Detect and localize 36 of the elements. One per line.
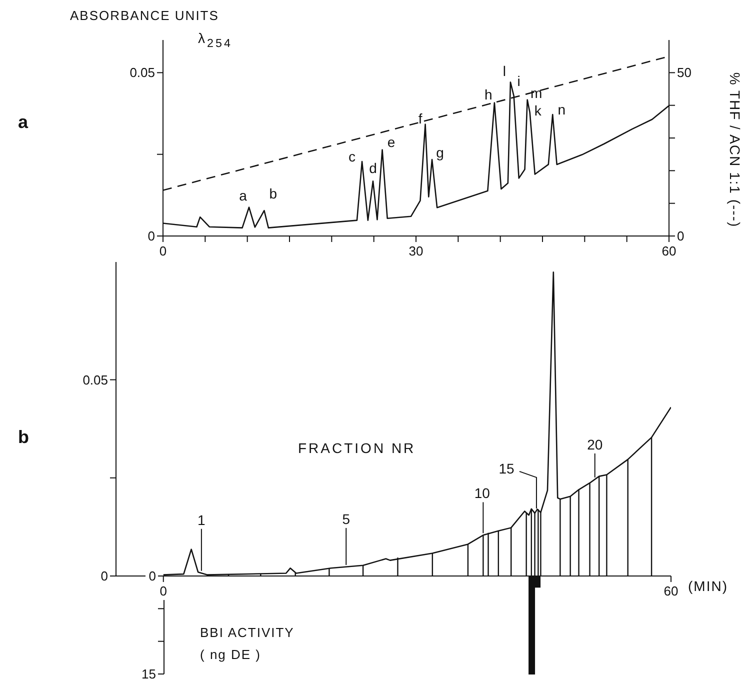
annotation: k [534,102,542,119]
annotation: n [558,101,566,118]
annotation: b [269,186,278,202]
annotation: a [239,187,248,204]
annotation: g [436,144,444,161]
annotation: 15 [498,460,514,476]
annotation: l [502,63,506,80]
x-tick-label: 60 [664,584,678,599]
y2-tick-label: 50 [677,65,692,80]
annotation: c [348,148,356,165]
annotation: 1 [198,512,206,528]
annotation: i [517,72,520,89]
y-tick-label: 0.05 [130,65,155,80]
y-tick-label: 15 [142,666,156,682]
y-tick-label: 0 [148,568,156,584]
annotation: d [369,160,377,176]
x-tick-label: 0 [159,244,167,259]
x-tick-label: 30 [408,244,424,259]
annotation: h [484,86,492,103]
x-axis-title: (MIN) [688,578,728,594]
annotation: 10 [474,485,490,502]
annotation: λ$_{254}$ [198,30,232,50]
text: a [18,112,28,133]
annotation: FRACTION NR [298,440,416,456]
y-tick-label: 0.05 [82,372,108,388]
text: b [18,427,29,448]
y-tick-label: 0 [148,228,155,244]
annotation: f [418,110,422,126]
y2-tick-label: 0 [677,228,684,244]
x-tick-label: 60 [662,244,676,259]
y2-axis-title: % THF / ACN 1:1 (---) [726,71,743,230]
annotation: 5 [342,510,350,527]
annotation: 20 [587,436,603,452]
annotation: e [387,134,396,150]
y-axis-title: ABSORBANCE UNITS [70,8,219,23]
y-axis-title: BBI ACTIVITY ( ng DE ) [200,624,294,664]
